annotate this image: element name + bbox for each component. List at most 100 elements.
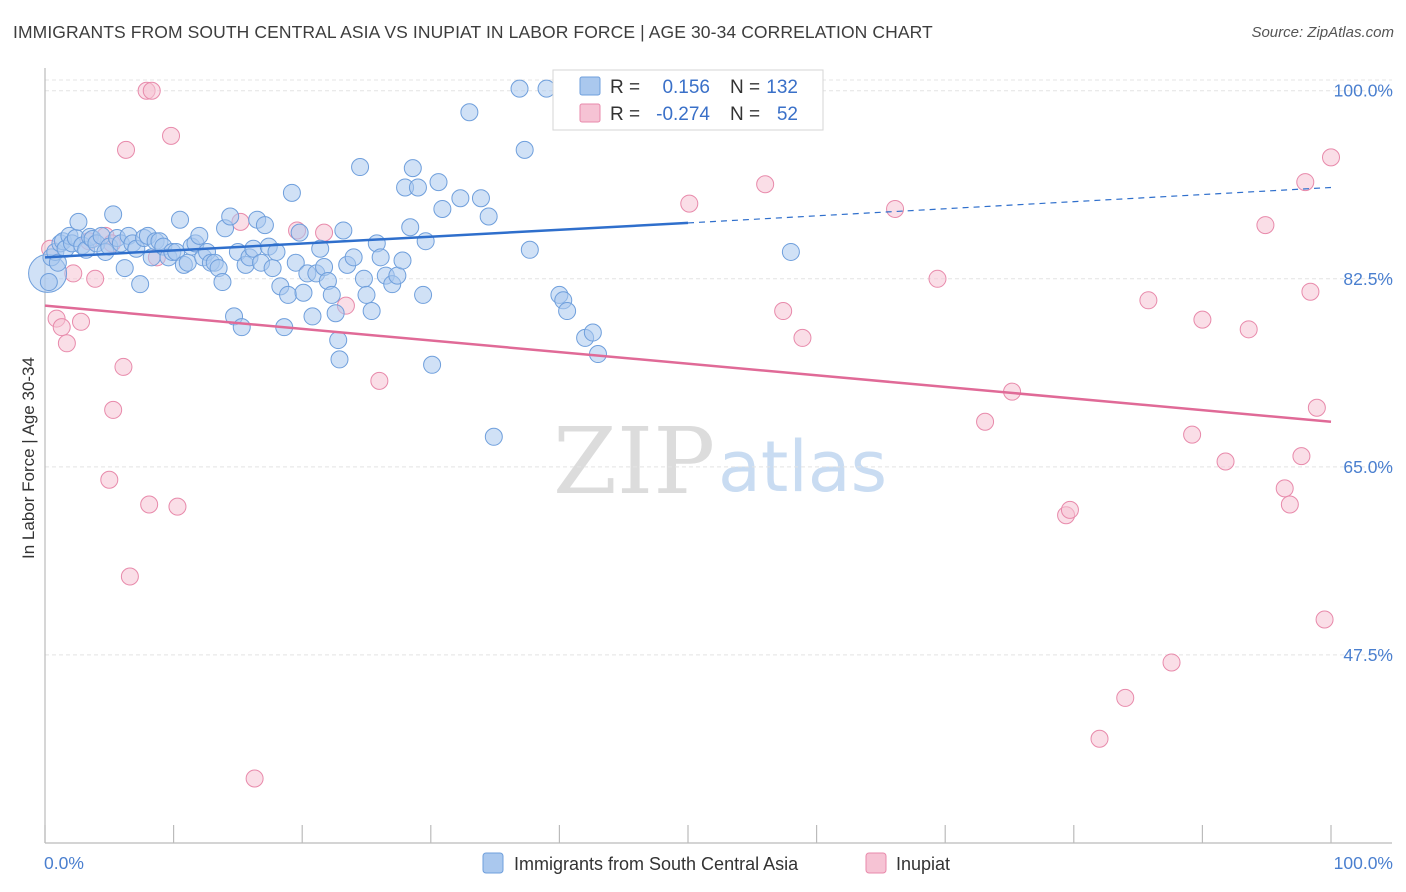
- pink-point-53: [1322, 148, 1340, 167]
- stat-n-value-blue: 132: [766, 77, 798, 98]
- pink-point-2: [52, 318, 71, 337]
- blue-point-37: [171, 210, 190, 229]
- y-tick-labels: 100.0% 82.5% 65.0% 47.5%: [1334, 81, 1393, 665]
- y-tick-label-0: 100.0%: [1334, 81, 1393, 101]
- pink-point-5: [72, 312, 91, 331]
- stat-n-value-pink: 52: [777, 104, 798, 125]
- blue-point-97: [414, 285, 433, 304]
- correlation-legend-box: R = 0.156 N = 132 R = -0.274 N = 52: [552, 69, 824, 131]
- blue-point-27: [131, 275, 150, 294]
- inupiat-trend-line: [44, 304, 1332, 423]
- blue-point-78: [329, 331, 348, 350]
- blue-point-96: [408, 178, 427, 197]
- blue-point-108: [515, 140, 534, 159]
- pink-point-9: [100, 470, 119, 489]
- blue-point-61: [263, 259, 282, 278]
- x-tick-label-0: 0.0%: [44, 853, 84, 873]
- blue-point-59: [255, 216, 274, 235]
- blue-point-80: [334, 221, 353, 240]
- blue-point-1: [39, 273, 58, 292]
- x-tick-labels: 0.0% 100.0%: [44, 853, 1393, 873]
- blue-point-11: [69, 212, 88, 231]
- pink-point-40: [1162, 653, 1181, 672]
- legend-label-inupiat: Inupiat: [896, 854, 950, 874]
- pink-point-29: [774, 302, 793, 321]
- blue-point-91: [388, 266, 407, 285]
- legend-label-immigrants: Immigrants from South Central Asia: [514, 854, 799, 874]
- pink-point-28: [756, 175, 775, 194]
- pink-point-17: [142, 81, 161, 100]
- source-credit: Source: ZipAtlas.com: [1251, 24, 1394, 41]
- immigrants-trend-line: [44, 221, 689, 259]
- blue-point-109: [520, 240, 539, 259]
- pink-point-51: [1307, 398, 1326, 417]
- watermark: ZIP atlas: [553, 408, 887, 515]
- pink-point-43: [1216, 452, 1235, 471]
- pink-point-52: [1315, 610, 1334, 629]
- stat-swatch-pink: [579, 103, 601, 123]
- pink-point-4: [64, 264, 83, 283]
- pink-point-20: [168, 497, 187, 516]
- blue-point-65: [279, 285, 298, 304]
- blue-point-110: [537, 79, 556, 98]
- watermark-zip: ZIP: [553, 408, 715, 515]
- blue-point-66: [282, 183, 301, 202]
- blue-point-39: [178, 253, 197, 272]
- pink-point-3: [57, 334, 76, 353]
- blue-point-98: [416, 232, 435, 251]
- stat-r-value-blue: 0.156: [662, 77, 710, 98]
- blue-point-88: [371, 248, 390, 267]
- y-axis-label: In Labor Force | Age 30-34: [19, 357, 38, 559]
- blue-point-23: [115, 259, 134, 278]
- blue-point-69: [294, 283, 313, 302]
- pink-point-16: [140, 495, 159, 514]
- blue-point-50: [221, 207, 240, 226]
- blue-point-99: [423, 355, 442, 374]
- blue-point-117: [583, 323, 602, 342]
- blue-point-122: [781, 242, 800, 261]
- legend-swatch-immigrants: [482, 852, 504, 874]
- blue-point-84: [354, 269, 373, 288]
- pink-point-24: [315, 223, 334, 242]
- axes: [44, 68, 1392, 844]
- pink-point-41: [1183, 425, 1202, 444]
- pink-point-27: [680, 194, 699, 213]
- pink-point-37: [1090, 729, 1109, 748]
- blue-point-73: [311, 239, 330, 258]
- blue-point-71: [303, 307, 322, 326]
- pink-point-46: [1275, 479, 1294, 498]
- blue-point-82: [344, 248, 363, 267]
- stat-n-label-blue: N =: [730, 77, 760, 98]
- blue-point-4: [48, 253, 67, 272]
- pink-point-32: [928, 269, 947, 288]
- pink-point-45: [1256, 216, 1275, 235]
- pink-point-49: [1296, 173, 1315, 192]
- blue-point-76: [322, 285, 341, 304]
- pink-point-13: [117, 140, 136, 159]
- x-tick-label-1: 100.0%: [1334, 853, 1393, 873]
- pink-point-11: [104, 400, 123, 419]
- pink-point-22: [245, 769, 264, 788]
- legend-swatch-inupiat: [865, 852, 887, 874]
- blue-point-100: [429, 173, 448, 192]
- blue-point-62: [267, 242, 286, 261]
- pink-point-47: [1280, 495, 1299, 514]
- pink-point-33: [976, 412, 995, 431]
- blue-point-20: [104, 205, 123, 224]
- pink-point-36: [1060, 500, 1079, 519]
- y-tick-label-2: 65.0%: [1343, 457, 1393, 477]
- blue-point-67: [286, 253, 305, 272]
- y-tick-label-3: 47.5%: [1343, 645, 1393, 665]
- pink-point-42: [1193, 310, 1212, 329]
- blue-point-83: [351, 158, 370, 177]
- blue-point-102: [451, 189, 470, 208]
- blue-point-42: [190, 226, 209, 245]
- inupiat-points: [41, 81, 1340, 788]
- pink-point-30: [793, 328, 812, 347]
- pink-point-38: [1116, 688, 1135, 707]
- immigrants-points: [28, 79, 800, 446]
- pink-point-19: [162, 126, 181, 145]
- stat-r-label-pink: R =: [610, 104, 640, 125]
- series-legend: Immigrants from South Central Asia Inupi…: [482, 852, 950, 874]
